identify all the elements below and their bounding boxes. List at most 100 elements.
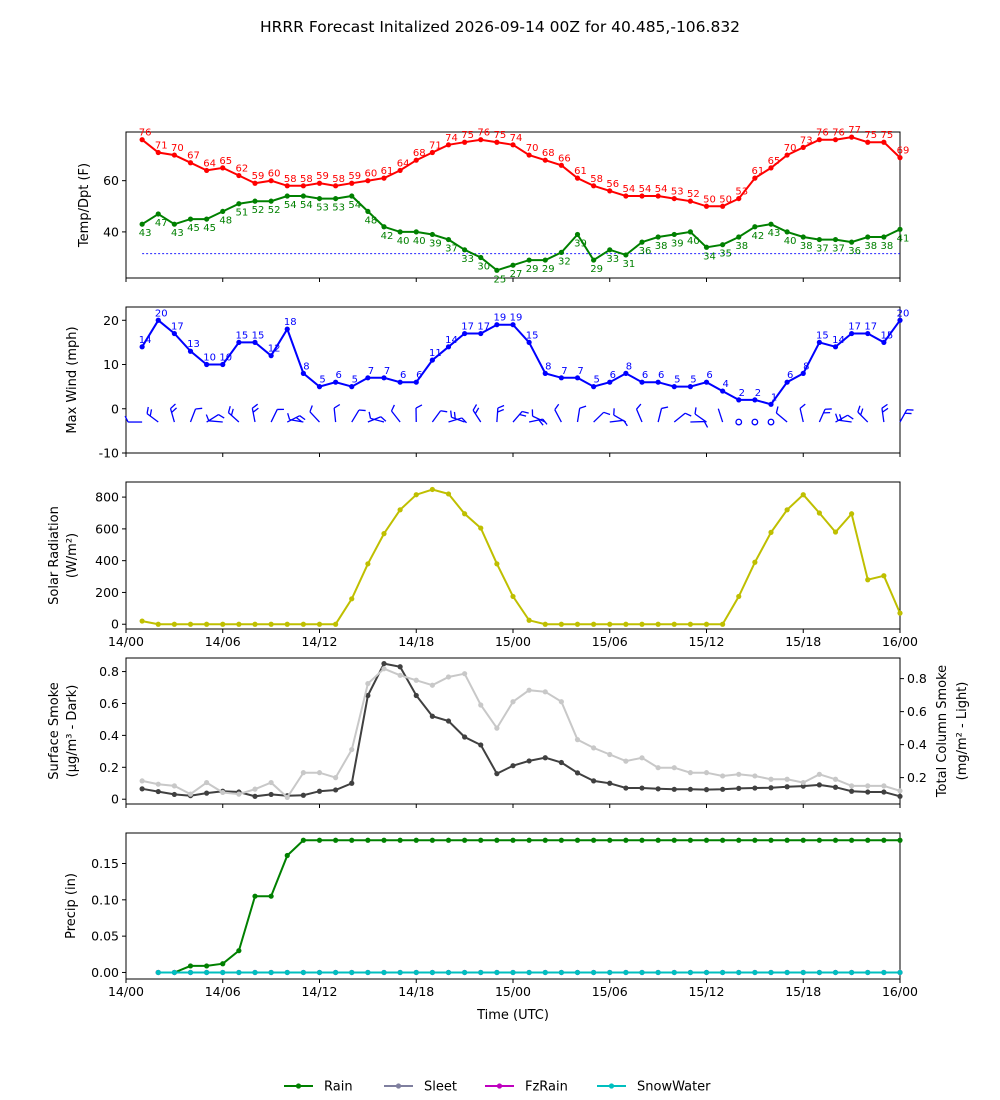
data-label-temp: 76 <box>139 128 152 139</box>
point-solar <box>720 621 726 627</box>
wind-barb <box>717 408 724 423</box>
panel-4: 14/00 14/06 14/12 14/18 15/00 15/06 15/12 15/18… <box>64 832 918 1023</box>
point-temp <box>897 155 903 161</box>
x-tick-label: 15/00 <box>495 634 531 649</box>
point-wind <box>187 348 194 354</box>
point-snowwater <box>510 969 516 976</box>
point-dewpoint <box>849 239 855 245</box>
data-label-wind: 1 <box>771 392 777 403</box>
point-dewpoint <box>252 198 258 204</box>
wind-barb-flag <box>205 414 210 422</box>
point-temp <box>623 193 629 199</box>
wind-barb-flag <box>295 416 302 422</box>
data-label-dewpoint: 38 <box>735 241 748 252</box>
point-wind <box>897 317 903 323</box>
data-label-wind: 6 <box>416 370 422 381</box>
point-snowwater <box>187 969 194 976</box>
point-wind <box>591 384 597 390</box>
wind-barb-staff <box>512 411 523 423</box>
point-wind <box>687 384 693 390</box>
x-tick-label: 14/12 <box>301 634 337 649</box>
wind-barb-staff <box>673 412 686 423</box>
point-solar <box>365 561 371 567</box>
data-label-dewpoint: 53 <box>316 203 329 214</box>
wind-barb <box>287 412 304 423</box>
wind-barb <box>270 408 284 423</box>
point-wind <box>268 353 274 359</box>
point-rain <box>316 837 323 843</box>
legend-swatch-marker <box>608 1083 615 1089</box>
point-solar <box>542 621 548 627</box>
point-dewpoint <box>832 236 839 243</box>
data-label-temp: 67 <box>187 151 200 162</box>
wind-barb-staff <box>472 409 482 423</box>
point-temp <box>832 137 839 143</box>
point-wind <box>139 344 145 350</box>
wind-barb-flag <box>380 416 387 422</box>
point-temp <box>849 134 855 140</box>
wind-barb-calm <box>751 418 759 426</box>
point-smoke_dark <box>832 784 839 790</box>
data-label-wind: 11 <box>429 348 442 359</box>
data-label-wind: 17 <box>477 322 490 333</box>
point-rain <box>574 837 581 843</box>
point-smoke_light <box>671 765 677 771</box>
point-smoke_light <box>510 699 516 705</box>
panel-frame <box>125 657 901 805</box>
wind-barb <box>694 407 707 423</box>
series-line-dewpoint <box>141 194 901 272</box>
wind-barb-flag <box>251 403 259 409</box>
data-label-wind: 15 <box>526 330 539 341</box>
wind-barb-flag <box>461 417 467 424</box>
point-wind <box>639 379 645 385</box>
wind-barb-staff <box>270 409 278 423</box>
point-dewpoint <box>381 224 387 230</box>
point-rain <box>639 837 645 843</box>
point-dewpoint <box>478 254 484 261</box>
wind-barb-flag <box>531 409 534 417</box>
y-tick-label: -10 <box>99 446 119 461</box>
data-label-wind: 8 <box>545 361 551 372</box>
data-label-wind: 2 <box>739 388 745 399</box>
point-snowwater <box>381 969 387 976</box>
data-label-wind: 6 <box>335 370 341 381</box>
point-solar <box>671 621 677 627</box>
data-label-dewpoint: 34 <box>703 251 716 262</box>
x-tick-label: 15/06 <box>592 634 628 649</box>
point-smoke_light <box>865 783 871 789</box>
data-label-dewpoint: 54 <box>300 200 313 211</box>
wind-barb-flag <box>390 404 395 412</box>
wind-barb-staff <box>448 417 463 423</box>
point-rain <box>752 837 758 843</box>
point-smoke_light <box>365 680 371 687</box>
point-snowwater <box>349 969 355 976</box>
data-label-temp: 61 <box>574 166 587 177</box>
data-label-dewpoint: 48 <box>365 215 378 226</box>
point-smoke_dark <box>542 755 548 761</box>
point-snowwater <box>865 969 871 976</box>
point-dewpoint <box>445 236 452 243</box>
wind-barb-staff <box>657 408 663 423</box>
x-tick-label: 16/00 <box>882 634 918 649</box>
point-snowwater <box>800 969 806 976</box>
point-wind <box>784 379 790 385</box>
point-solar <box>655 621 661 627</box>
data-label-wind: 6 <box>610 370 616 381</box>
point-rain <box>849 837 855 843</box>
wind-barb <box>431 410 448 423</box>
point-rain <box>720 837 726 843</box>
data-label-dewpoint: 45 <box>203 223 216 234</box>
data-label-temp: 62 <box>236 164 249 175</box>
point-rain <box>671 837 677 843</box>
wind-barb-flag <box>857 405 861 413</box>
wind-barb <box>251 403 259 423</box>
data-label-wind: 6 <box>642 370 648 381</box>
data-label-temp: 70 <box>526 143 539 154</box>
data-label-dewpoint: 37 <box>816 244 829 255</box>
point-rain <box>655 837 661 843</box>
point-rain <box>268 893 274 899</box>
wind-barb-staff <box>146 413 159 423</box>
wind-barb <box>690 420 709 428</box>
point-solar <box>510 593 516 600</box>
point-smoke_light <box>784 776 790 782</box>
